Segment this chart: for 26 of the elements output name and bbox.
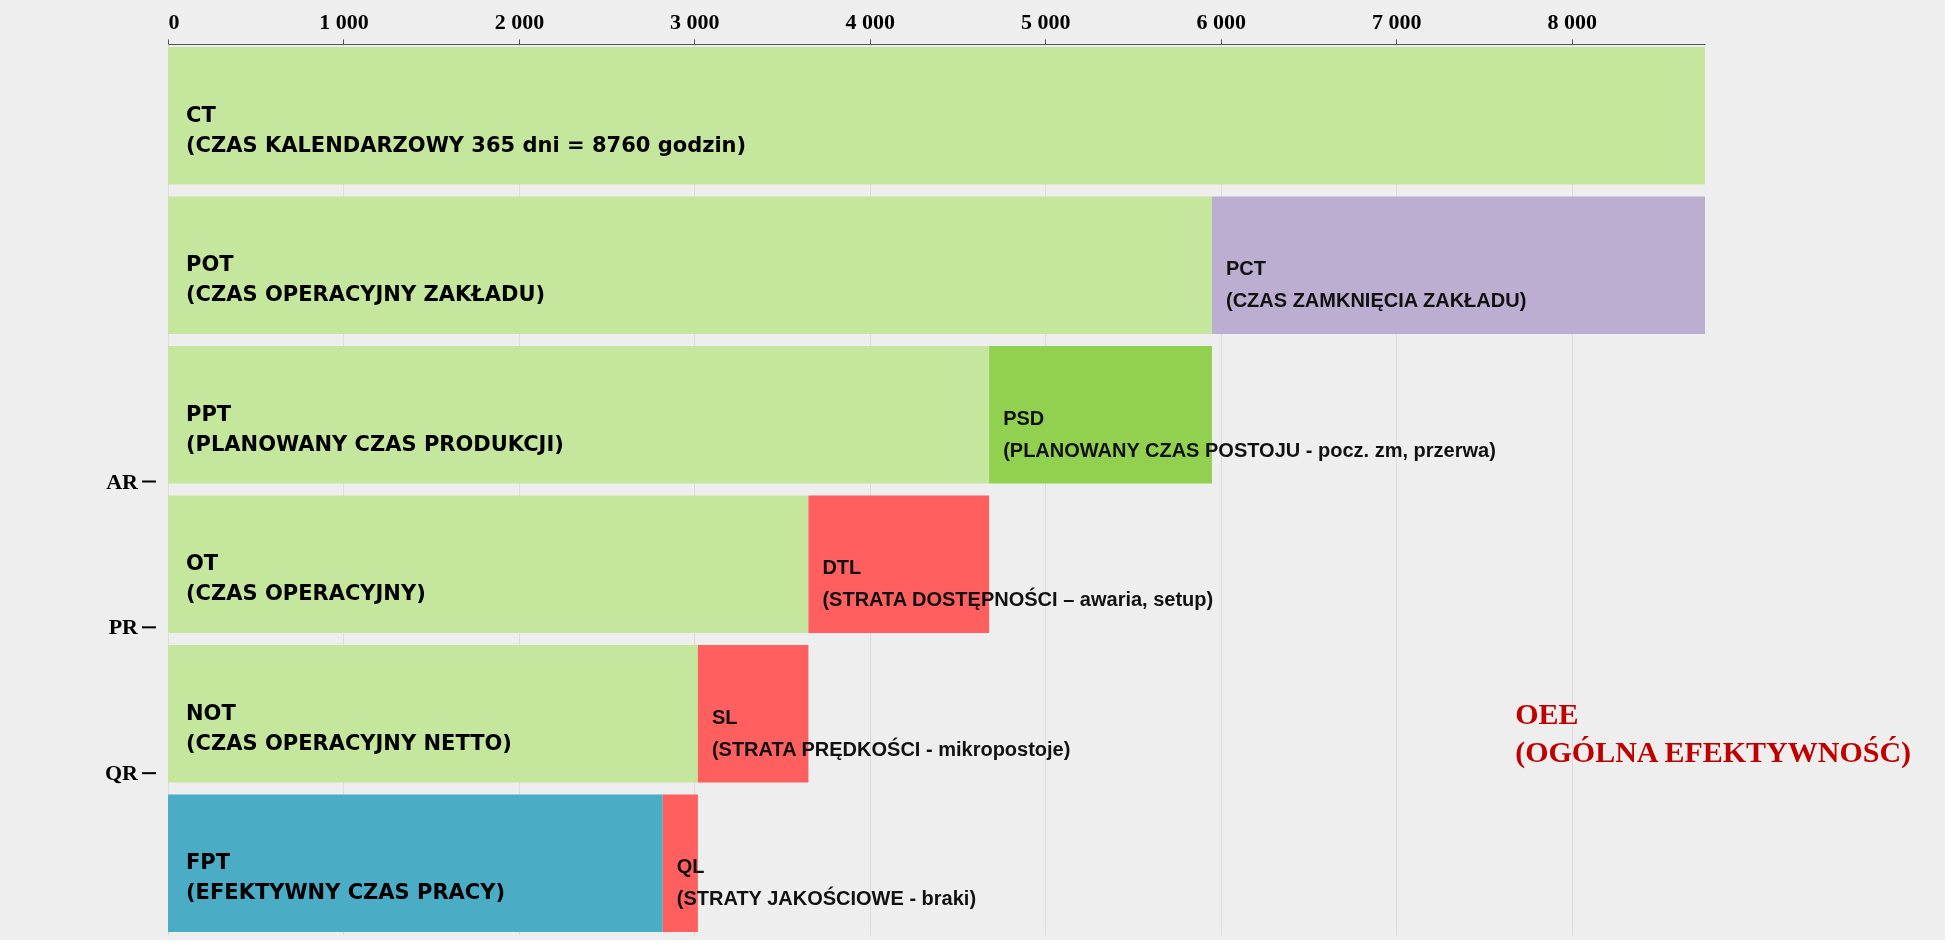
x-tick-label: 3 000: [670, 8, 720, 34]
bar: [168, 345, 990, 484]
data-label: OT (CZAS OPERACYJNY): [186, 551, 426, 606]
data-label: NOT (CZAS OPERACYJNY NETTO): [186, 700, 512, 755]
x-tick-label: 7 000: [1371, 8, 1422, 34]
data-label: PPT (PLANOWANY CZAS PRODUKCJI): [186, 401, 564, 456]
data-label: POT (CZAS OPERACYJNY ZAKŁADU): [186, 252, 546, 307]
bar: [168, 196, 1212, 335]
bar: [168, 495, 809, 634]
text: PR: [108, 614, 140, 640]
data-label: FPT (EFEKTYWNY CZAS PRACY): [186, 850, 506, 905]
bar: [168, 794, 663, 933]
x-tick-label: 6 000: [1196, 8, 1246, 34]
text: QR: [105, 760, 140, 786]
x-tick-label: 5 000: [1021, 8, 1071, 34]
text: AR: [106, 468, 140, 494]
x-tick-label: 8 000: [1547, 8, 1597, 34]
annotation: OEE (OGÓLNA EFEKTYWNOŚĆ): [1515, 696, 1912, 769]
bar: [1211, 196, 1705, 335]
data-label: PCT (CZAS ZAMKNIĘCIA ZAKŁADU): [1225, 257, 1527, 312]
x-tick-label: 0: [168, 8, 180, 34]
bar: [168, 644, 698, 783]
data-label: CT (CZAS KALENDARZOWY 365 dni = 8760 godzin): [186, 102, 747, 157]
x-tick-label: 1 000: [319, 8, 369, 34]
x-tick-label: 4 000: [845, 8, 896, 34]
x-tick-label: 2 000: [494, 8, 545, 34]
